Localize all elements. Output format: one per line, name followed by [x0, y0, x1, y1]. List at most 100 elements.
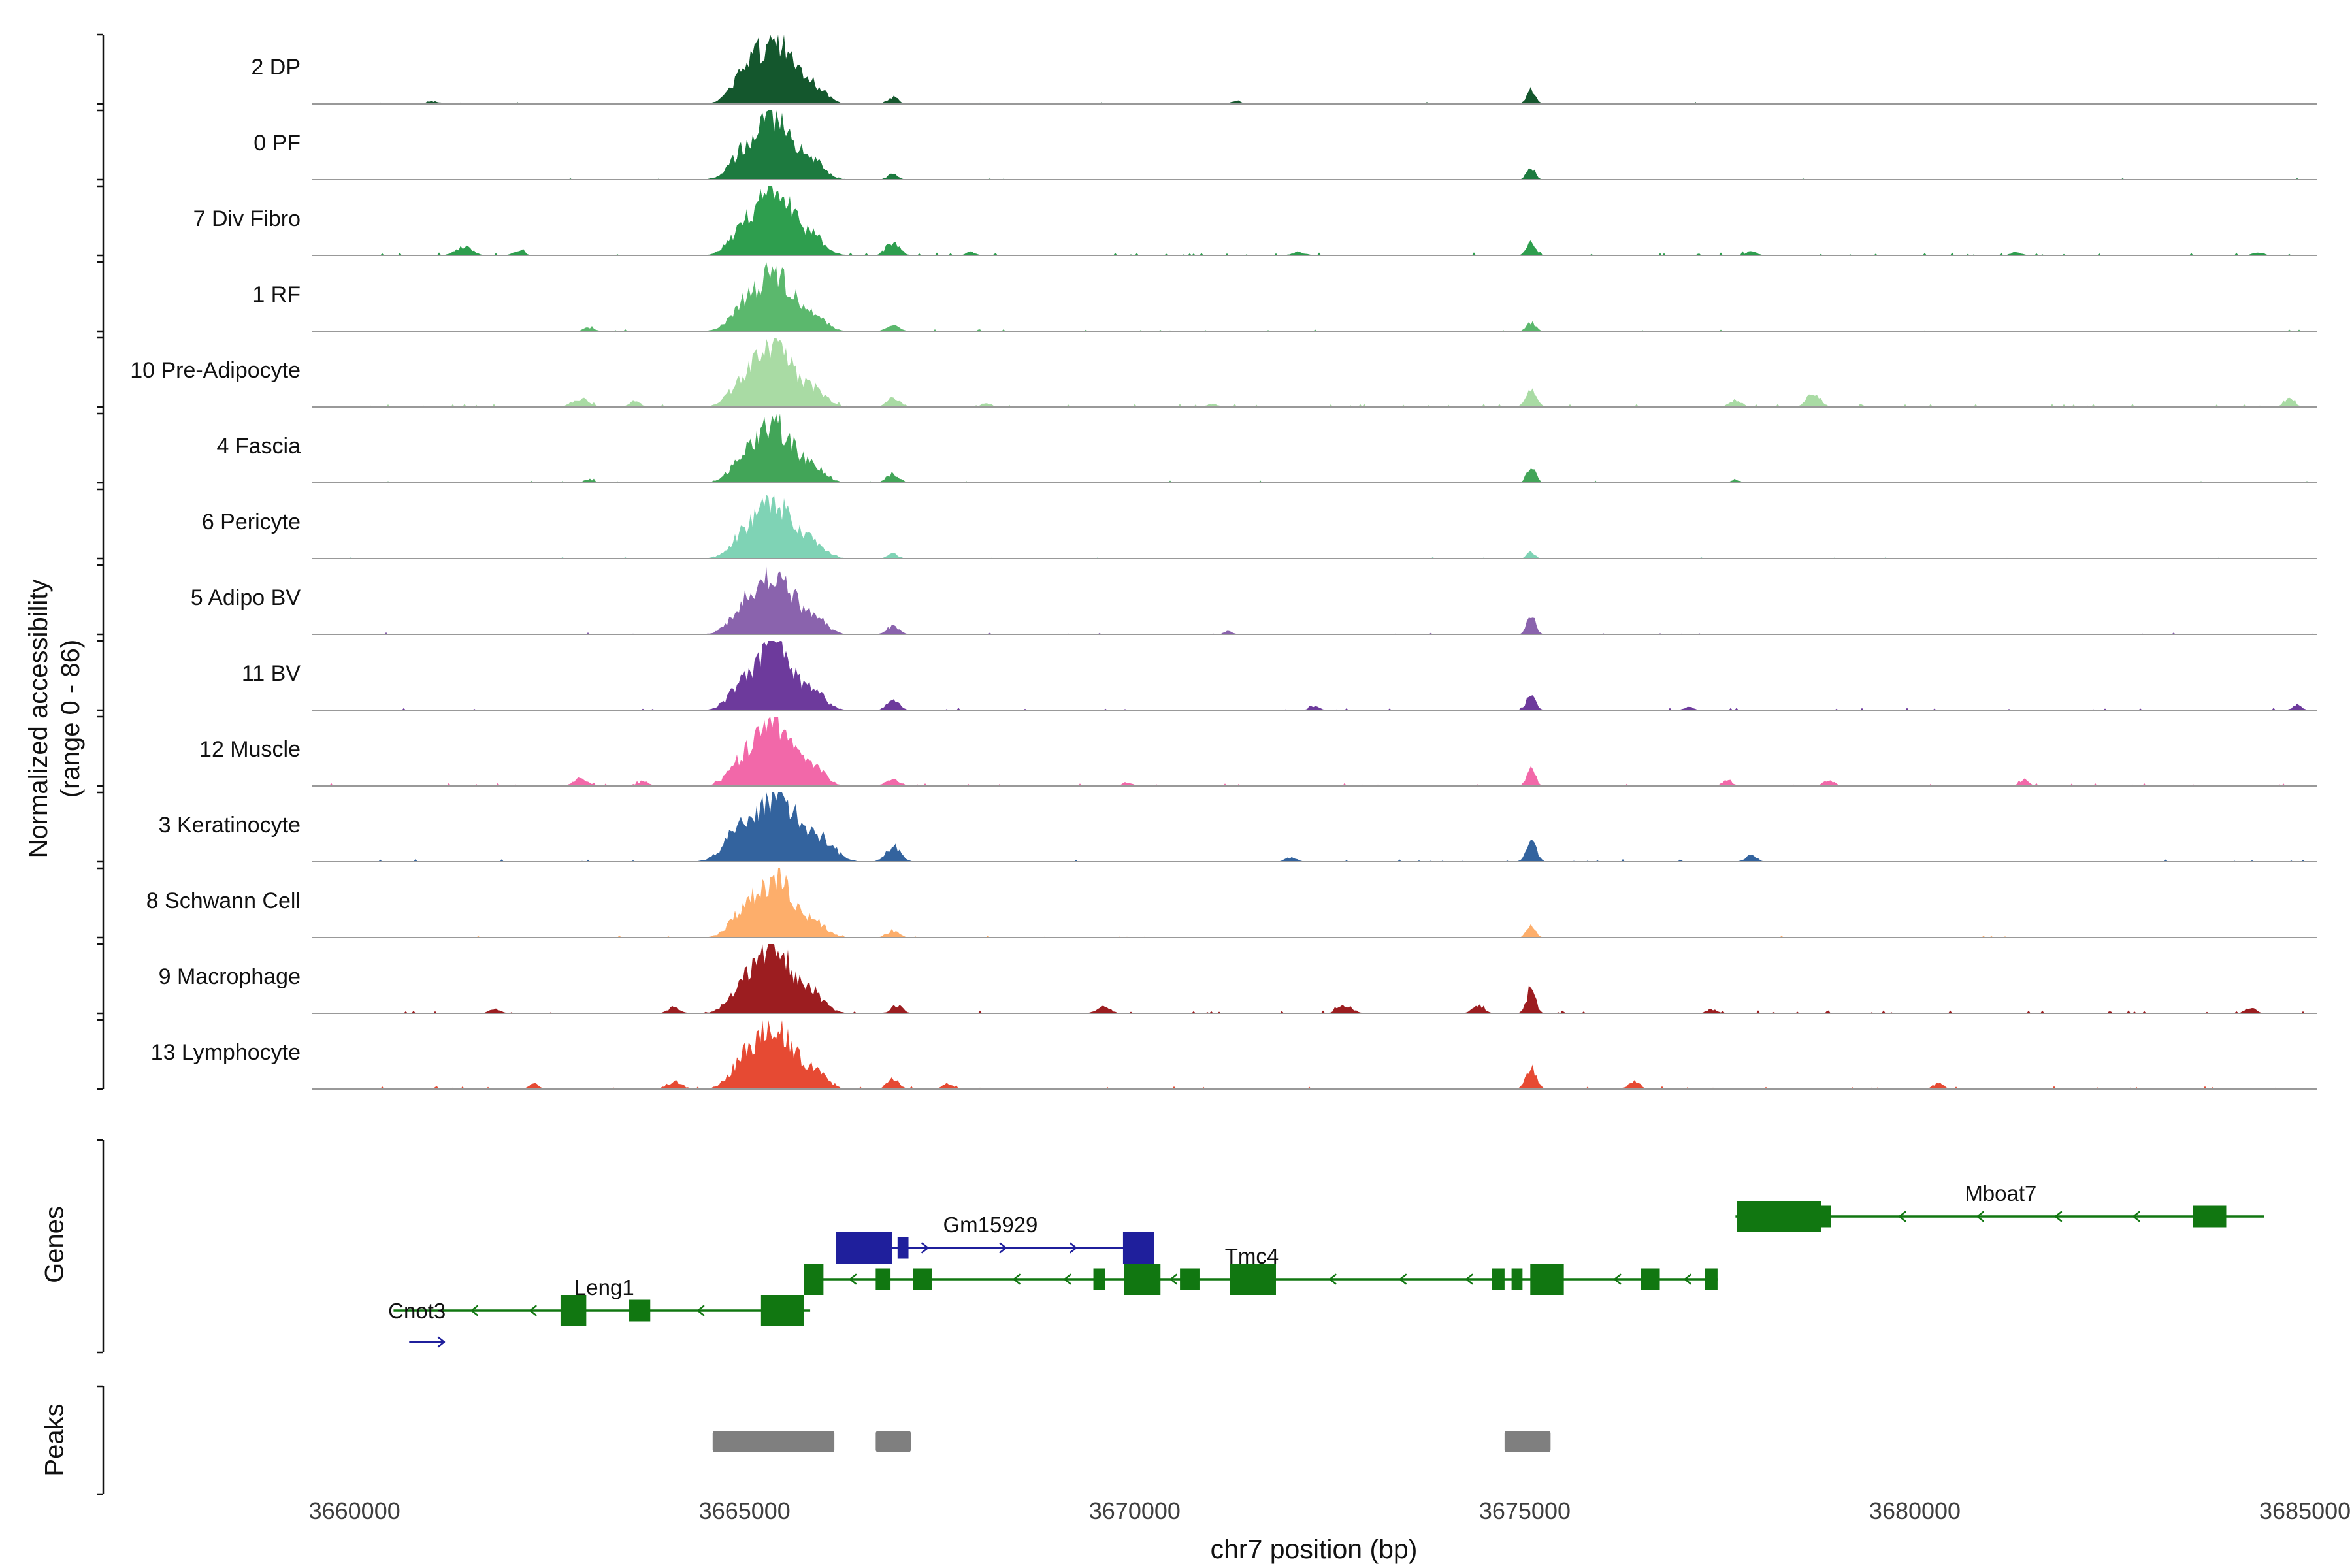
track-signal: [312, 338, 2317, 408]
gene-exon: [1124, 1264, 1161, 1295]
track-signal-path: [312, 641, 2317, 710]
track-signal: [312, 414, 2317, 483]
gene-exon: [875, 1268, 891, 1290]
track-signal: [312, 1020, 2317, 1090]
track-row: 5 Adipo BV: [0, 560, 2352, 636]
strand-arrow-icon: [1976, 1211, 1984, 1222]
strand-arrow-icon: [1614, 1273, 1622, 1285]
track-label: 2 DP: [251, 54, 301, 80]
gene-exon: [913, 1268, 932, 1290]
track-signal: [312, 566, 2317, 635]
track-row: 9 Macrophage: [0, 939, 2352, 1015]
track-label: 8 Schwann Cell: [146, 888, 301, 913]
track-signal-path: [312, 495, 2317, 559]
track-row: 0 PF: [0, 105, 2352, 181]
track-label: 0 PF: [253, 130, 301, 155]
peak-region: [1504, 1431, 1551, 1452]
peaks-track: [712, 1431, 1551, 1452]
section-bracket-lines: [97, 33, 105, 1495]
track-label: 9 Macrophage: [158, 964, 301, 989]
gene-label: Tmc4: [1225, 1244, 1279, 1268]
gene-exon: [560, 1295, 587, 1326]
track-label: 5 Adipo BV: [190, 585, 301, 610]
x-tick-label: 3685000: [2259, 1497, 2351, 1524]
track-signal: [312, 641, 2317, 711]
track-label: 13 Lymphocyte: [150, 1039, 301, 1065]
gene-exon: [804, 1264, 824, 1295]
peak-region: [875, 1431, 911, 1452]
strand-arrow-icon: [1684, 1273, 1691, 1285]
track-signal-path: [312, 414, 2317, 483]
genes-track: Mboat7 Gm15929 Tmc4 Leng1 Cnot3: [388, 1181, 2264, 1348]
track-signal: [312, 944, 2317, 1014]
track-signal-path: [312, 566, 2317, 634]
gene-exon: [897, 1237, 909, 1259]
strand-arrow-icon: [1064, 1273, 1071, 1285]
track-label: 7 Div Fibro: [193, 206, 301, 231]
track-signal-path: [312, 717, 2317, 786]
strand-arrow-icon: [1898, 1211, 1906, 1222]
track-row: 2 DP: [0, 29, 2352, 105]
gene-exon: [2193, 1205, 2227, 1228]
gene-exon: [836, 1232, 892, 1264]
gene-label: Cnot3: [388, 1299, 446, 1323]
strand-arrow-icon: [529, 1305, 537, 1316]
gene-label: Mboat7: [1965, 1181, 2036, 1205]
strand-arrow-icon: [999, 1242, 1007, 1254]
track-label: 10 Pre-Adipocyte: [130, 357, 301, 383]
track-row: 11 BV: [0, 636, 2352, 711]
strand-arrow-icon: [1399, 1273, 1407, 1285]
strand-arrow-icon: [1329, 1273, 1337, 1285]
track-signal-path: [312, 944, 2317, 1013]
gene-exon: [1230, 1264, 1276, 1295]
track-signal-path: [312, 186, 2317, 255]
track-signal: [312, 35, 2317, 105]
track-row: 8 Schwann Cell: [0, 863, 2352, 939]
gene-exon: [1511, 1268, 1523, 1290]
track-label: 12 Muscle: [199, 736, 301, 762]
gene-exon: [1093, 1268, 1105, 1290]
track-label: 4 Fascia: [216, 433, 301, 459]
gene-exon: [1641, 1268, 1660, 1290]
gene-label: Gm15929: [943, 1213, 1037, 1237]
strand-arrow-icon: [437, 1336, 446, 1348]
x-tick-label: 3660000: [308, 1497, 400, 1524]
track-label: 1 RF: [252, 282, 301, 307]
track-signal: [312, 262, 2317, 332]
track-signal-path: [312, 262, 2317, 331]
gene-exon: [1122, 1232, 1154, 1264]
track-signal: [312, 868, 2317, 938]
track-row: 7 Div Fibro: [0, 181, 2352, 257]
track-row: 13 Lymphocyte: [0, 1015, 2352, 1090]
x-tick-label: 3680000: [1869, 1497, 1961, 1524]
track-label: 3 Keratinocyte: [158, 812, 301, 838]
strand-arrow-icon: [849, 1273, 857, 1285]
x-tick-label: 3670000: [1088, 1497, 1181, 1524]
gene-exon: [760, 1295, 804, 1326]
gene-label: Leng1: [574, 1275, 634, 1299]
track-row: 12 Muscle: [0, 711, 2352, 787]
x-axis-title: chr7 position (bp): [1210, 1534, 1418, 1564]
gene-exon: [1492, 1268, 1505, 1290]
track-row: 10 Pre-Adipocyte: [0, 333, 2352, 408]
track-signal-path: [312, 35, 2317, 104]
strand-arrow-icon: [696, 1305, 705, 1316]
x-tick-label: 3665000: [698, 1497, 791, 1524]
strand-arrow-icon: [2054, 1211, 2063, 1222]
x-tick-label: 3675000: [1478, 1497, 1571, 1524]
strand-arrow-icon: [1169, 1273, 1178, 1285]
strand-arrow-icon: [1070, 1242, 1077, 1254]
strand-arrow-icon: [2132, 1211, 2140, 1222]
strand-arrow-icon: [470, 1305, 479, 1316]
track-signal-path: [312, 338, 2317, 407]
gene-exon: [1530, 1264, 1564, 1295]
track-signal: [312, 110, 2317, 180]
gene-exon: [1705, 1268, 1718, 1290]
track-row: 1 RF: [0, 257, 2352, 333]
peak-region: [712, 1431, 835, 1452]
gene-exon: [1737, 1201, 1821, 1232]
track-signal-path: [312, 792, 2317, 862]
track-signal-path: [312, 110, 2317, 180]
